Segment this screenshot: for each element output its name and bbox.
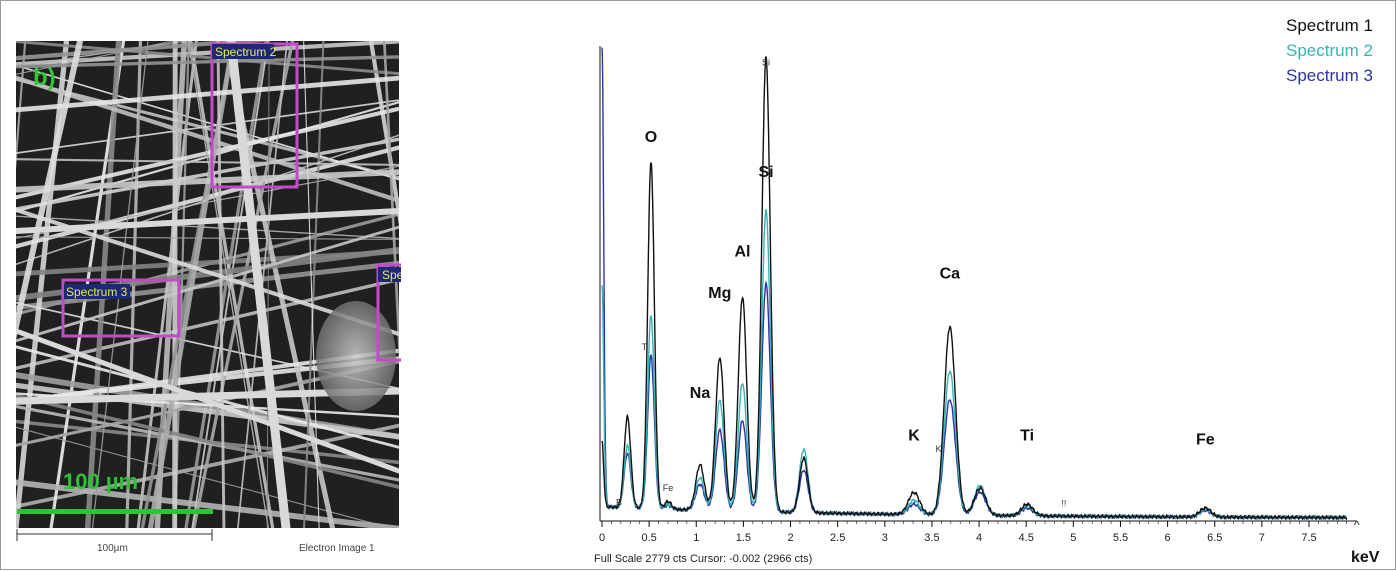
x-axis-unit: keV: [1351, 549, 1380, 566]
spectrum-line: [601, 47, 1348, 521]
fiber: [16, 208, 399, 234]
fiber: [16, 55, 399, 69]
fiber: [16, 426, 393, 528]
fiber: [16, 225, 399, 343]
element-label-small: B: [616, 497, 622, 507]
scale-bar-label: 100 µm: [63, 469, 138, 494]
x-tick-label: 1.5: [736, 532, 751, 544]
footer-readout: Full Scale 2779 cts Cursor: -0.002 (2966…: [594, 553, 812, 565]
element-label-small: Fe: [663, 483, 674, 493]
spectrum-line: [601, 209, 1348, 521]
legend: Spectrum 1 Spectrum 2 Spectrum 3: [1286, 16, 1373, 85]
fiber: [16, 75, 399, 113]
fiber: [16, 64, 399, 181]
fiber: [266, 41, 270, 528]
x-axis: 0 0.5 1 1.5 2 2.5 3 3.5 4 4.5 5 5.5 6 6.5 7 7.5: [599, 46, 1357, 544]
element-label: Na: [690, 385, 711, 402]
element-label: Ti: [1020, 428, 1034, 445]
fiber: [16, 393, 399, 489]
x-tick-label: 1: [693, 532, 699, 544]
element-label: Si: [758, 164, 773, 181]
fiber: [16, 41, 27, 171]
spectrum-box-2: Spectrum 2: [210, 42, 299, 189]
x-tick-label: 4.5: [1019, 532, 1034, 544]
image-caption: Electron Image 1: [299, 543, 375, 554]
spectrum-box-1: Spectrum 1: [376, 263, 401, 362]
sem-blob: [316, 301, 396, 411]
spectrum-line: [601, 56, 1348, 521]
x-tick-label: 2: [787, 532, 793, 544]
fiber: [191, 41, 270, 528]
x-tick-label: 6: [1165, 532, 1171, 544]
fiber: [226, 41, 291, 528]
x-tick-label: 6.5: [1207, 532, 1222, 544]
spectrum-box-3: Spectrum 3: [61, 278, 181, 338]
fiber: [16, 215, 399, 240]
fiber: [16, 106, 399, 200]
spectrum-series-group: [601, 47, 1348, 521]
fiber: [16, 41, 84, 340]
fiber: [16, 479, 399, 528]
fiber: [16, 169, 399, 193]
legend-entry: Spectrum 1: [1286, 16, 1373, 35]
fiber: [174, 41, 190, 528]
fiber: [172, 41, 178, 528]
element-label: Ca: [940, 265, 961, 282]
fiber: [382, 41, 399, 367]
element-label: K: [908, 428, 920, 445]
x-tick-label: 5.5: [1113, 532, 1128, 544]
x-tick-label: 3: [882, 532, 888, 544]
element-label: Al: [734, 243, 750, 260]
fiber: [16, 158, 399, 166]
fiber: [189, 41, 275, 528]
x-tick-label: 7: [1259, 532, 1265, 544]
element-label-small: Si: [762, 58, 770, 68]
scale-bar: [17, 509, 213, 514]
fiber: [16, 41, 190, 67]
spectrum-box-label: Spectrum 1: [382, 268, 401, 282]
fiber: [16, 328, 399, 474]
x-tick-label: 2.5: [830, 532, 845, 544]
x-tick-label: 0.5: [641, 532, 656, 544]
fiber: [16, 236, 399, 240]
fiber: [184, 41, 268, 528]
element-label-small: T: [642, 342, 648, 352]
fiber: [16, 134, 399, 266]
legend-entry: Spectrum 2: [1286, 41, 1373, 60]
fiber: [303, 41, 320, 528]
fiber: [303, 41, 325, 528]
element-label-small: K: [936, 444, 942, 454]
legend-entry: Spectrum 3: [1286, 66, 1373, 85]
panel-letter: b): [33, 64, 56, 91]
fiber: [16, 75, 399, 203]
element-label: Fe: [1196, 431, 1215, 448]
fiber: [368, 41, 399, 227]
fiber: [16, 137, 399, 211]
x-tick-label: 4: [976, 532, 982, 544]
x-tick-label: 3.5: [924, 532, 939, 544]
x-tick-label: 7.5: [1301, 532, 1316, 544]
bottom-scale-label: 100µm: [97, 543, 128, 554]
fiber: [16, 41, 176, 75]
spectrum-box-label: Spectrum 2: [215, 45, 277, 59]
fiber: [16, 99, 399, 155]
fiber: [216, 41, 226, 528]
sem-micrograph-panel: b) Spectrum 2 Spectrum 3 Spectrum 1 100 …: [16, 41, 401, 554]
spectrum-box-label: Spectrum 3: [66, 285, 128, 299]
fiber: [187, 41, 270, 528]
element-label: O: [645, 129, 657, 146]
peak-labels: O Na Mg Al Si Ca K Ti Fe Si T K B Fe!!: [616, 58, 1215, 509]
x-tick-label: 0: [599, 532, 605, 544]
axis-end-marker: ^: [1354, 518, 1360, 532]
element-label: Mg: [708, 285, 731, 302]
x-tick-label: 5: [1070, 532, 1076, 544]
fiber: [16, 41, 70, 528]
element-label-small: !!: [1061, 499, 1066, 509]
